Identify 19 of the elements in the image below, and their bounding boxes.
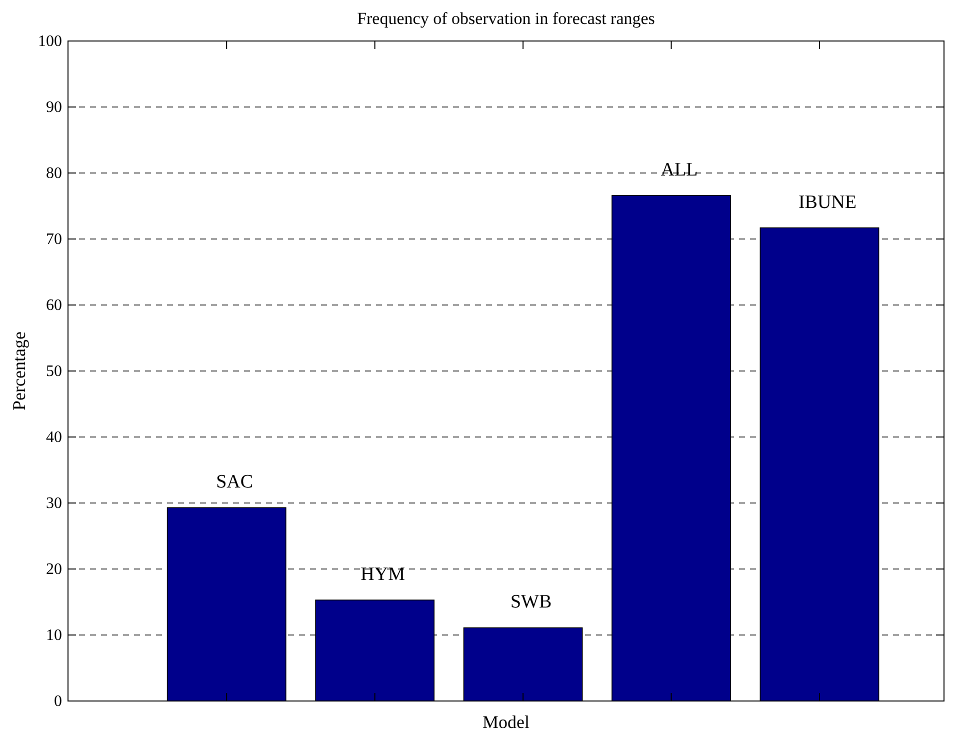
- x-tick-label: IBUNE: [798, 192, 857, 213]
- y-tick-label: 50: [46, 363, 62, 380]
- y-tick-label: 20: [46, 561, 62, 578]
- x-tick-label: ALL: [660, 159, 698, 180]
- y-tick-label: 90: [46, 99, 62, 116]
- y-tick-label: 100: [38, 33, 62, 50]
- y-tick-label: 30: [46, 495, 62, 512]
- x-tick-label: SAC: [216, 472, 254, 493]
- y-tick-label: 40: [46, 429, 62, 446]
- y-tick-label: 70: [46, 231, 62, 248]
- x-axis-title: Model: [482, 712, 530, 732]
- x-tick-label: HYM: [360, 564, 406, 586]
- y-tick-label: 10: [46, 627, 62, 644]
- y-tick-label: 60: [46, 297, 62, 314]
- y-tick-label: 0: [54, 693, 62, 710]
- x-tick-label: SWB: [510, 592, 552, 613]
- y-axis-title: Percentage: [9, 332, 29, 410]
- chart-title: Frequency of observation in forecast ranges: [357, 9, 655, 28]
- y-tick-label: 80: [46, 165, 62, 182]
